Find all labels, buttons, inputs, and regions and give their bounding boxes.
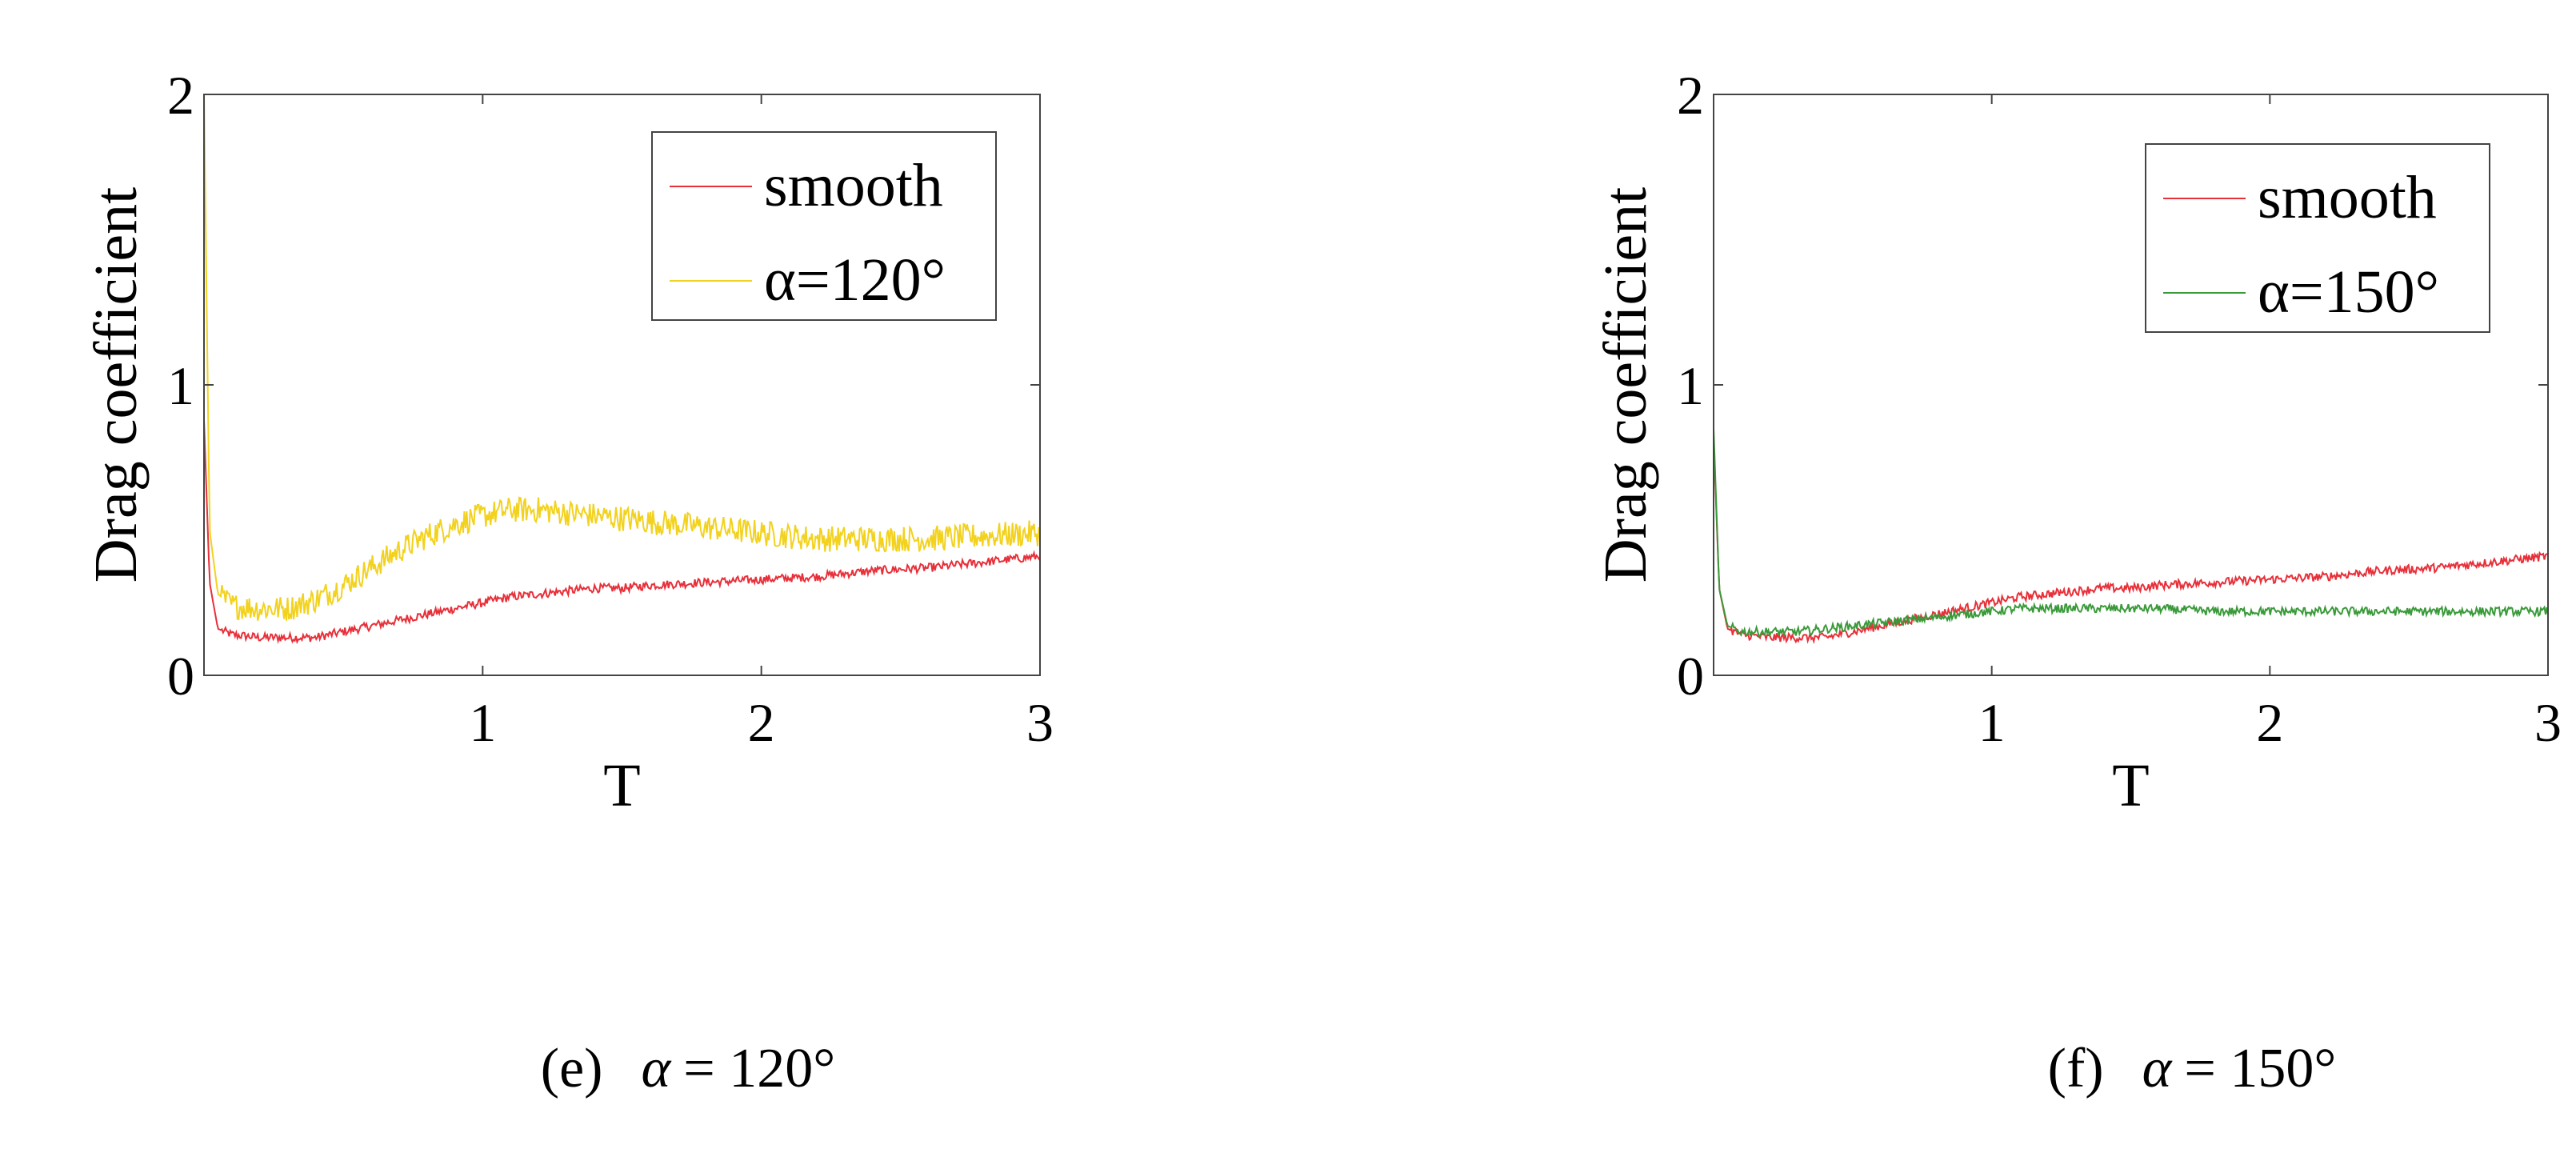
legend-label: α=120°: [764, 246, 946, 314]
y-tick-label: 1: [1677, 355, 1704, 416]
series-line-smooth: [204, 419, 1040, 645]
caption-prefix: (f): [2048, 1038, 2104, 1099]
legend: smooth α=150°: [2145, 143, 2490, 333]
y-tick-label: 2: [167, 65, 194, 126]
series-line-alpha: [204, 94, 1040, 621]
legend-label: α=150°: [2258, 258, 2439, 326]
legend-box: [651, 131, 997, 321]
x-axis-label: T: [603, 752, 640, 819]
y-tick-label: 0: [167, 646, 194, 707]
series-group: [1714, 428, 2548, 645]
caption-symbol: α: [641, 1038, 671, 1099]
caption-value: = 120°: [683, 1038, 835, 1099]
series-line-alpha: [1714, 428, 2548, 639]
y-axis-label: Drag coefficient: [1592, 187, 1659, 583]
chart-panel-e: 0 1 2 1 2 3 T Drag coefficient smooth α=120° (e) α =…: [82, 65, 1054, 1099]
x-axis-label: T: [2112, 752, 2149, 819]
x-tick-label: 1: [1978, 692, 2006, 753]
legend-label: smooth: [2258, 164, 2437, 231]
chart-panel-f: 0 1 2 1 2 3 T Drag coefficient smooth α=150° (f) α =…: [1592, 65, 2562, 1099]
panel-caption: (f) α = 150°: [2048, 1038, 2337, 1099]
series-line-smooth: [1714, 437, 2548, 645]
legend-label: smooth: [764, 152, 943, 219]
panel-caption: (e) α = 120°: [541, 1038, 835, 1099]
x-tick-label: 1: [469, 692, 496, 753]
y-tick-label: 2: [1677, 65, 1704, 126]
x-tick-label: 2: [748, 692, 775, 753]
y-tick-label: 0: [1677, 646, 1704, 707]
caption-prefix: (e): [541, 1038, 603, 1099]
x-tick-label: 3: [2534, 692, 2562, 753]
x-tick-label: 3: [1026, 692, 1054, 753]
x-tick-label: 2: [2256, 692, 2283, 753]
y-tick-label: 1: [167, 355, 194, 416]
series-group: [204, 94, 1040, 645]
legend-box: [2145, 143, 2490, 333]
y-axis-label: Drag coefficient: [82, 187, 150, 583]
caption-value: = 150°: [2184, 1038, 2336, 1099]
caption-symbol: α: [2142, 1038, 2173, 1099]
legend: smooth α=120°: [651, 131, 997, 321]
